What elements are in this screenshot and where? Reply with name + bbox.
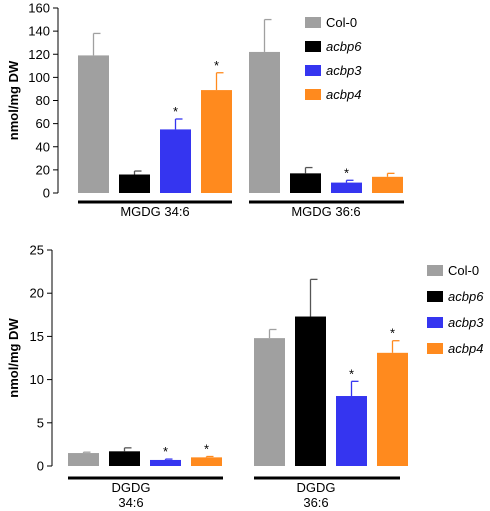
legend-swatch (427, 291, 443, 302)
y-tick-label: 60 (36, 116, 50, 131)
y-tick-label: 140 (28, 24, 50, 39)
x-category-label: DGDG (297, 480, 336, 495)
x-category-label: 34:6 (118, 495, 143, 510)
bar (150, 459, 181, 466)
y-tick-label: 20 (36, 162, 50, 177)
bar (160, 129, 191, 193)
bar (191, 457, 222, 466)
legend-swatch (305, 17, 321, 28)
y-tick-label: 25 (30, 243, 44, 258)
bar (201, 90, 232, 193)
y-tick-label: 160 (28, 1, 50, 16)
legend-swatch (427, 317, 443, 328)
bar (377, 352, 408, 466)
y-tick-label: 15 (30, 329, 44, 344)
legend-swatch (427, 343, 443, 354)
x-category-label: DGDG (112, 480, 151, 495)
y-tick-label: 100 (28, 70, 50, 85)
legend-label: acbp3 (448, 315, 484, 330)
legend-label: acbp3 (326, 63, 362, 78)
legend-label: acbp4 (326, 87, 361, 102)
legend-swatch (305, 89, 321, 100)
bar (290, 173, 321, 193)
legend-label: acbp6 (326, 39, 362, 54)
chart-panel-1: 0 20 40 60 80 100 120 140 160 nmol/mg DW * * MGDG 34… (6, 1, 404, 219)
bar (68, 453, 99, 466)
bar (119, 174, 150, 193)
significance-star: * (173, 104, 178, 119)
bar (249, 51, 280, 193)
y-tick-label: 40 (36, 139, 50, 154)
y-tick-label: 20 (30, 286, 44, 301)
significance-star: * (163, 444, 168, 459)
legend-swatch (305, 41, 321, 52)
bar (78, 55, 109, 193)
legend-swatch (305, 65, 321, 76)
y-tick-label: 120 (28, 47, 50, 62)
legend-swatch (427, 265, 443, 276)
bar (295, 316, 326, 466)
bar (331, 182, 362, 193)
legend-label: acbp4 (448, 341, 483, 356)
y-axis-label: nmol/mg DW (6, 318, 21, 398)
x-category-label: 36:6 (303, 495, 328, 510)
bar (254, 338, 285, 466)
y-tick-label: 5 (37, 415, 44, 430)
x-category-label: MGDG 36:6 (291, 204, 360, 219)
significance-star: * (390, 326, 395, 341)
y-tick-label: 10 (30, 372, 44, 387)
x-category-label: MGDG 34:6 (120, 204, 189, 219)
y-tick-label: 0 (37, 459, 44, 474)
significance-star: * (344, 165, 349, 180)
y-tick-label: 80 (36, 93, 50, 108)
y-tick-label: 0 (43, 186, 50, 201)
significance-star: * (204, 441, 209, 456)
legend-label: Col-0 (448, 263, 479, 278)
legend-label: acbp6 (448, 289, 484, 304)
bar (109, 451, 140, 466)
y-axis-label: nmol/mg DW (6, 60, 21, 140)
legend-label: Col-0 (326, 15, 357, 30)
bar (336, 396, 367, 466)
bar (372, 176, 403, 193)
significance-star: * (214, 58, 219, 73)
significance-star: * (349, 366, 354, 381)
